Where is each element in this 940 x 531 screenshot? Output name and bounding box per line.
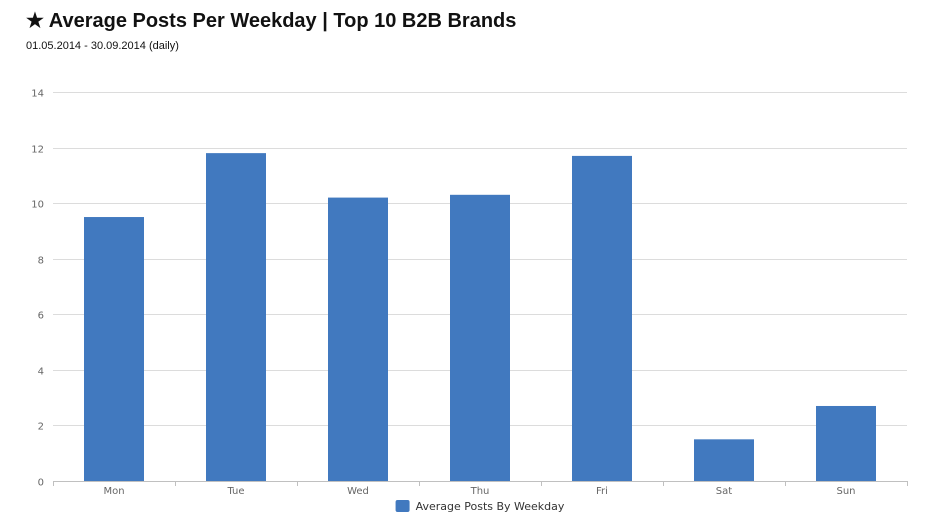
- legend[interactable]: Average Posts By Weekday: [395, 500, 565, 513]
- y-tick-label: 14: [31, 89, 44, 100]
- bar-sun[interactable]: [816, 405, 876, 481]
- y-tick-label: 0: [38, 478, 44, 489]
- x-tick-label: Sun: [836, 486, 855, 497]
- gridlines: [53, 92, 907, 482]
- legend-swatch: [395, 500, 410, 512]
- x-axis: Mon Tue Wed Thu Fri Sat Sun: [53, 481, 908, 497]
- x-tick-label: Fri: [596, 486, 608, 497]
- y-tick-label: 4: [38, 367, 44, 378]
- y-axis: 0 2 4 6 8 10 12 14: [31, 89, 44, 489]
- chart-subtitle: 01.05.2014 - 30.09.2014 (daily): [26, 40, 179, 52]
- y-tick-label: 8: [38, 256, 44, 267]
- x-tick-label: Thu: [470, 486, 490, 497]
- bar-fri[interactable]: [572, 155, 632, 481]
- legend-label: Average Posts By Weekday: [416, 500, 565, 513]
- chart-title: ★ Average Posts Per Weekday | Top 10 B2B…: [26, 10, 517, 32]
- bar-tue[interactable]: [206, 153, 266, 481]
- bar-wed[interactable]: [328, 197, 388, 482]
- bars: [84, 153, 876, 482]
- bar-sat[interactable]: [694, 439, 754, 481]
- y-tick-label: 10: [31, 200, 44, 211]
- x-tick-label: Tue: [226, 486, 244, 497]
- x-tick-label: Mon: [103, 486, 124, 497]
- y-tick-label: 12: [31, 145, 44, 156]
- y-tick-label: 6: [38, 311, 44, 322]
- x-tick-label: Wed: [347, 486, 369, 497]
- bar-mon[interactable]: [84, 217, 144, 482]
- x-tick-label: Sat: [716, 486, 732, 497]
- y-tick-label: 2: [38, 422, 44, 433]
- bar-thu[interactable]: [450, 194, 510, 482]
